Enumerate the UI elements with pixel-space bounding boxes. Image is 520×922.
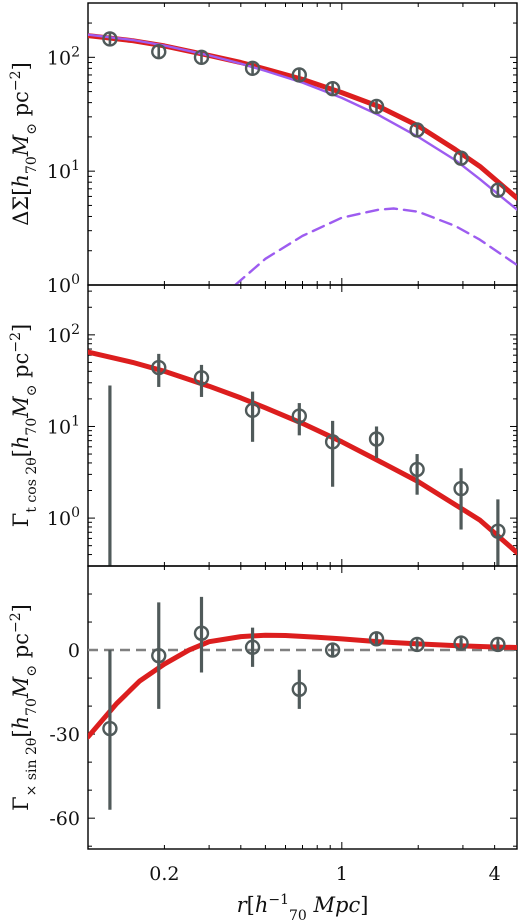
model-curve-purple-dashed — [233, 207, 517, 285]
panel-middle: 100 101 102 Γt cos 2θ[h70M⊙ pc−2] — [8, 284, 518, 567]
model-curve-red-thick — [88, 632, 517, 740]
y-axis-label: Γ× sin 2θ[h70M⊙ pc−2] — [8, 604, 40, 811]
data-marker — [324, 642, 341, 658]
data-marker — [490, 636, 506, 653]
data-marker — [409, 461, 425, 478]
data-marker — [453, 635, 469, 651]
data-marker — [291, 681, 308, 697]
data-marker — [193, 49, 210, 66]
data-marker — [151, 44, 167, 60]
data-marker — [193, 370, 210, 386]
y-tick-label: 101 — [47, 413, 80, 438]
x-tick-label: 4 — [489, 863, 501, 885]
y-tick-label: 102 — [47, 44, 80, 69]
x-tick-label: 0.2 — [149, 863, 179, 885]
data-marker — [244, 60, 261, 77]
data-marker — [368, 431, 385, 447]
data-marker — [244, 402, 261, 419]
data-marker — [244, 639, 261, 655]
data-marker — [368, 98, 385, 115]
data-marker — [324, 434, 341, 450]
x-tick-label: 1 — [336, 863, 348, 885]
y-tick-label: 101 — [47, 158, 80, 183]
model-curve-red-thick — [88, 33, 517, 201]
data-marker — [151, 359, 167, 376]
panel-bottom: 0 -30 -60 Γ× sin 2θ[h70M⊙ pc−2] — [8, 565, 518, 850]
data-marker — [453, 480, 469, 497]
data-marker — [409, 636, 425, 653]
y-axis-label: ΔΣ[h70M⊙ pc−2] — [8, 62, 40, 226]
plot-frame — [87, 565, 518, 850]
model-curves — [88, 349, 517, 556]
y-tick-label: 100 — [47, 505, 80, 530]
data-points — [108, 353, 506, 566]
y-axis-label: Γt cos 2θ[h70M⊙ pc−2] — [8, 324, 40, 527]
data-marker — [102, 31, 118, 47]
model-curve-red-thick — [88, 349, 517, 556]
model-curves — [88, 632, 517, 740]
data-marker — [453, 150, 469, 166]
data-marker — [151, 647, 167, 664]
x-axis-label: r[h−170 Mpc] — [237, 892, 369, 922]
data-marker — [102, 720, 118, 737]
data-marker — [490, 182, 506, 198]
x-axis: 0.2 1 4 r[h−170 Mpc] — [149, 863, 500, 922]
data-marker — [291, 408, 308, 424]
y-tick-label: 0 — [68, 640, 80, 662]
y-tick-label: -60 — [49, 808, 80, 830]
model-curve-purple — [88, 33, 517, 211]
y-tick-label: 100 — [47, 272, 80, 297]
panel-top: 100 101 102 ΔΣ[h70M⊙ pc−2] — [8, 2, 518, 297]
data-marker — [291, 67, 308, 83]
data-marker — [490, 523, 506, 539]
y-tick-label: 102 — [47, 322, 80, 347]
data-marker — [368, 631, 385, 647]
data-points — [102, 596, 506, 810]
data-points — [102, 31, 506, 198]
data-marker — [324, 81, 341, 97]
model-curves — [88, 33, 517, 285]
data-marker — [409, 122, 425, 138]
data-marker — [193, 625, 210, 641]
y-tick-label: -30 — [49, 724, 80, 746]
